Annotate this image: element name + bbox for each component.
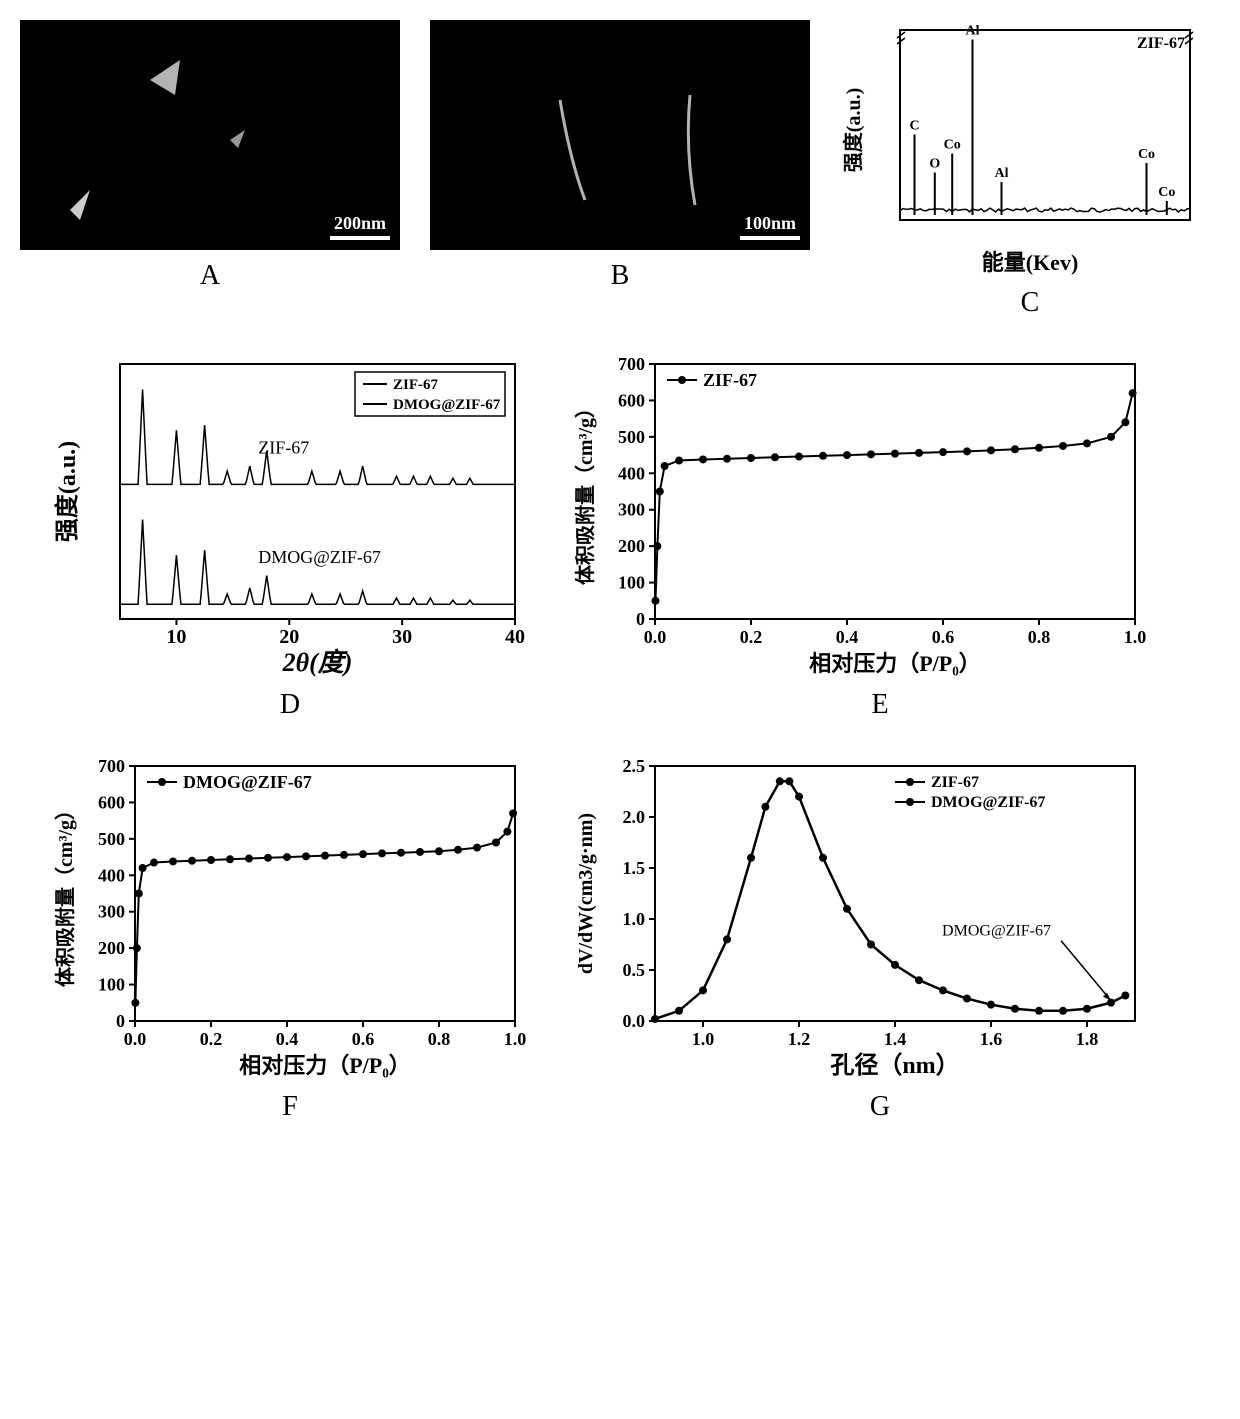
svg-text:1.0: 1.0 xyxy=(1124,627,1147,647)
panel-label-c: C xyxy=(1021,287,1040,319)
svg-text:10: 10 xyxy=(166,626,186,648)
svg-text:0.0: 0.0 xyxy=(124,1029,147,1049)
svg-text:ZIF-67: ZIF-67 xyxy=(931,774,979,791)
svg-text:0.5: 0.5 xyxy=(623,960,646,980)
svg-text:600: 600 xyxy=(98,792,125,812)
panel-c: 强度(a.u.) ZIF-67 C O Co Al Al Co Co 能量(Kev) C xyxy=(840,20,1220,319)
panel-label-f: F xyxy=(282,1091,298,1123)
svg-text:1.6: 1.6 xyxy=(980,1029,1003,1049)
svg-text:100: 100 xyxy=(618,573,645,593)
svg-text:1.0: 1.0 xyxy=(504,1029,527,1049)
scale-text-a: 200nm xyxy=(334,213,386,234)
svg-text:20: 20 xyxy=(279,626,299,648)
svg-text:300: 300 xyxy=(98,902,125,922)
svg-text:1.0: 1.0 xyxy=(623,909,646,929)
panel-e: 体积吸附量（cm³/g） 相对压力（P/P₀） 0.0 0.2 0.4 0.6 0.8 1.0… xyxy=(570,349,1190,721)
svg-text:600: 600 xyxy=(618,390,645,410)
scale-bar-b: 100nm xyxy=(740,213,800,240)
svg-text:30: 30 xyxy=(392,626,412,648)
svg-text:相对压力（P/P₀）: 相对压力（P/P₀） xyxy=(239,1053,411,1078)
panel-label-g: G xyxy=(870,1091,890,1123)
svg-text:Co: Co xyxy=(1138,147,1155,162)
panel-label-d: D xyxy=(280,689,300,721)
xlabel-c: 能量(Kev) xyxy=(982,245,1079,277)
svg-text:O: O xyxy=(929,157,940,172)
scale-bar-a: 200nm xyxy=(330,213,390,240)
panel-label-b: B xyxy=(611,260,630,292)
svg-text:ZIF-67: ZIF-67 xyxy=(393,377,439,393)
svg-text:Al: Al xyxy=(995,166,1009,181)
svg-text:dV/dW(cm3/g·nm): dV/dW(cm3/g·nm) xyxy=(575,813,597,974)
svg-text:0.4: 0.4 xyxy=(836,627,859,647)
panel-g: dV/dW(cm3/g·nm) 孔径（nm） 1.0 1.2 1.4 1.6 1.8 0.0 0… xyxy=(570,751,1190,1123)
eds-chart: 强度(a.u.) ZIF-67 C O Co Al Al Co Co xyxy=(840,20,1220,240)
svg-text:2θ(度): 2θ(度) xyxy=(282,648,353,677)
svg-text:DMOG@ZIF-67: DMOG@ZIF-67 xyxy=(183,772,312,792)
pore-chart: dV/dW(cm3/g·nm) 孔径（nm） 1.0 1.2 1.4 1.6 1.8 0.0 0… xyxy=(570,751,1190,1081)
svg-text:0: 0 xyxy=(636,609,645,629)
svg-text:2.5: 2.5 xyxy=(623,756,646,776)
svg-text:0.6: 0.6 xyxy=(352,1029,375,1049)
svg-text:700: 700 xyxy=(618,354,645,374)
svg-text:500: 500 xyxy=(618,427,645,447)
svg-text:1.2: 1.2 xyxy=(788,1029,811,1049)
svg-text:1.4: 1.4 xyxy=(884,1029,907,1049)
svg-text:0.8: 0.8 xyxy=(1028,627,1051,647)
svg-text:0.6: 0.6 xyxy=(932,627,955,647)
panel-a: 200nm A xyxy=(20,20,400,319)
svg-text:40: 40 xyxy=(505,626,525,648)
svg-text:0.2: 0.2 xyxy=(200,1029,223,1049)
svg-text:Co: Co xyxy=(1158,185,1175,200)
panel-b: 100nm B xyxy=(430,20,810,319)
svg-text:1.0: 1.0 xyxy=(692,1029,715,1049)
sem-image-b: 100nm xyxy=(430,20,810,250)
svg-text:100: 100 xyxy=(98,975,125,995)
svg-text:400: 400 xyxy=(98,865,125,885)
svg-text:DMOG@ZIF-67: DMOG@ZIF-67 xyxy=(393,397,501,413)
svg-text:DMOG@ZIF-67: DMOG@ZIF-67 xyxy=(931,794,1045,811)
svg-text:体积吸附量（cm³/g）: 体积吸附量（cm³/g） xyxy=(53,800,77,987)
figure-row-1: 200nm A 100nm B 强度(a.u.) ZIF-67 C O Co Al Al Co… xyxy=(20,20,1220,319)
svg-text:Al: Al xyxy=(966,24,980,39)
svg-text:0: 0 xyxy=(116,1011,125,1031)
svg-text:500: 500 xyxy=(98,829,125,849)
svg-text:400: 400 xyxy=(618,463,645,483)
isotherm-chart-e: 体积吸附量（cm³/g） 相对压力（P/P₀） 0.0 0.2 0.4 0.6 0.8 1.0… xyxy=(570,349,1190,679)
svg-text:0.4: 0.4 xyxy=(276,1029,299,1049)
svg-text:0.0: 0.0 xyxy=(644,627,667,647)
svg-text:相对压力（P/P₀）: 相对压力（P/P₀） xyxy=(809,651,981,676)
svg-text:1.8: 1.8 xyxy=(1076,1029,1099,1049)
svg-text:C: C xyxy=(909,119,919,134)
isotherm-chart-f: 体积吸附量（cm³/g） 相对压力（P/P₀） 0.0 0.2 0.4 0.6 0.8 1.0… xyxy=(50,751,530,1081)
panel-d: 强度(a.u.) 2θ(度) 10 20 30 40 ZIF-67 DMOG@ZIF-67 ZI… xyxy=(50,349,530,721)
scale-text-b: 100nm xyxy=(744,213,796,234)
svg-text:强度(a.u.): 强度(a.u.) xyxy=(53,441,81,542)
svg-text:Co: Co xyxy=(944,138,961,153)
svg-text:DMOG@ZIF-67: DMOG@ZIF-67 xyxy=(258,547,381,567)
svg-text:强度(a.u.): 强度(a.u.) xyxy=(841,88,865,172)
svg-text:ZIF-67: ZIF-67 xyxy=(258,437,309,457)
panel-label-a: A xyxy=(200,260,220,292)
svg-text:0.0: 0.0 xyxy=(623,1011,646,1031)
xrd-chart: 强度(a.u.) 2θ(度) 10 20 30 40 ZIF-67 DMOG@ZIF-67 ZI… xyxy=(50,349,530,679)
svg-text:300: 300 xyxy=(618,500,645,520)
svg-text:0.8: 0.8 xyxy=(428,1029,451,1049)
svg-text:1.5: 1.5 xyxy=(623,858,646,878)
svg-text:孔径（nm）: 孔径（nm） xyxy=(830,1052,959,1079)
svg-text:体积吸附量（cm³/g）: 体积吸附量（cm³/g） xyxy=(573,398,597,585)
svg-text:700: 700 xyxy=(98,756,125,776)
sem-image-a: 200nm xyxy=(20,20,400,250)
panel-label-e: E xyxy=(871,689,888,721)
svg-text:0.2: 0.2 xyxy=(740,627,763,647)
svg-text:2.0: 2.0 xyxy=(623,807,646,827)
svg-text:ZIF-67: ZIF-67 xyxy=(1137,35,1185,52)
svg-text:200: 200 xyxy=(98,938,125,958)
figure-row-2: 强度(a.u.) 2θ(度) 10 20 30 40 ZIF-67 DMOG@ZIF-67 ZI… xyxy=(20,349,1220,721)
svg-text:200: 200 xyxy=(618,536,645,556)
figure-row-3: 体积吸附量（cm³/g） 相对压力（P/P₀） 0.0 0.2 0.4 0.6 0.8 1.0… xyxy=(20,751,1220,1123)
svg-text:ZIF-67: ZIF-67 xyxy=(703,370,757,390)
panel-f: 体积吸附量（cm³/g） 相对压力（P/P₀） 0.0 0.2 0.4 0.6 0.8 1.0… xyxy=(50,751,530,1123)
svg-text:DMOG@ZIF-67: DMOG@ZIF-67 xyxy=(942,923,1051,940)
